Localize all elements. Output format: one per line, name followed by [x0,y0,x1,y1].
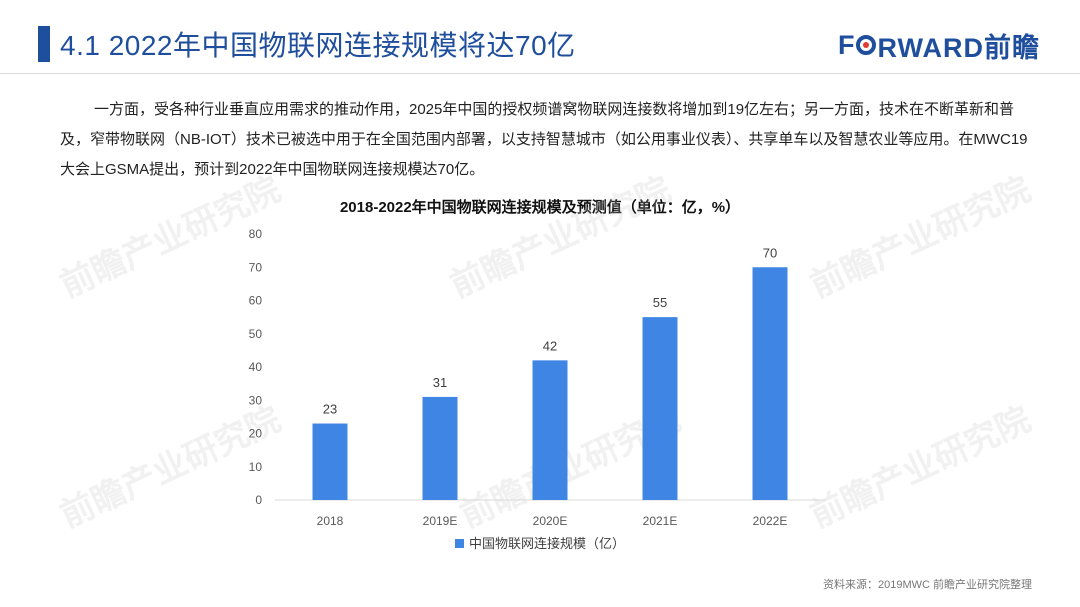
bar-value-label: 70 [763,245,777,260]
bar [752,267,788,500]
y-tick-label: 40 [249,360,263,374]
bar [532,360,568,500]
bar [642,317,678,500]
logo-o-icon [856,35,877,55]
forward-logo: F RWARD前瞻 [837,29,1040,63]
page-title: 4.1 2022年中国物联网连接规模将达70亿 [60,30,576,61]
y-tick-label: 10 [249,460,263,474]
x-tick-label: 2022E [753,514,788,528]
x-tick-label: 2020E [533,514,568,528]
chart-title: 2018-2022年中国物联网连接规模及预测值（单位：亿，%） [339,199,741,216]
y-tick-label: 0 [255,493,262,507]
bar-value-label: 42 [543,338,557,353]
bar-data-labels: 23 31 42 55 70 [323,245,777,416]
legend-label: 中国物联网连接规模（亿） [469,536,625,551]
legend: 中国物联网连接规模（亿） [455,536,625,551]
y-tick-label: 60 [249,294,263,308]
x-tick-label: 2019E [423,514,458,528]
header-divider [0,73,1080,74]
bar [422,396,458,500]
legend-swatch [455,539,464,548]
y-tick-label: 80 [249,227,263,241]
bar [312,423,348,500]
bar-value-label: 23 [323,402,337,417]
y-tick-label: 70 [249,260,263,274]
title-accent-bar [38,26,50,62]
source-note: 资料来源：2019MWC 前瞻产业研究院整理 [822,579,1032,591]
y-axis-labels: 0 10 20 30 40 50 60 70 80 [249,227,263,507]
y-tick-label: 20 [249,427,263,441]
logo-suffix: RWARD前瞻 [877,32,1040,63]
y-tick-label: 30 [249,393,263,407]
bars [312,267,788,500]
y-tick-label: 50 [249,327,263,341]
x-tick-label: 2021E [643,514,678,528]
logo-prefix: F [837,29,856,60]
x-tick-label: 2018 [317,514,344,528]
bar-value-label: 55 [653,295,667,310]
bar-value-label: 31 [433,375,447,390]
body-paragraph: 一方面，受各种行业垂直应用需求的推动作用，2025年中国的授权频谱窝物联网连接数… [60,101,1028,178]
x-axis-labels: 2018 2019E 2020E 2021E 2022E [317,514,788,528]
